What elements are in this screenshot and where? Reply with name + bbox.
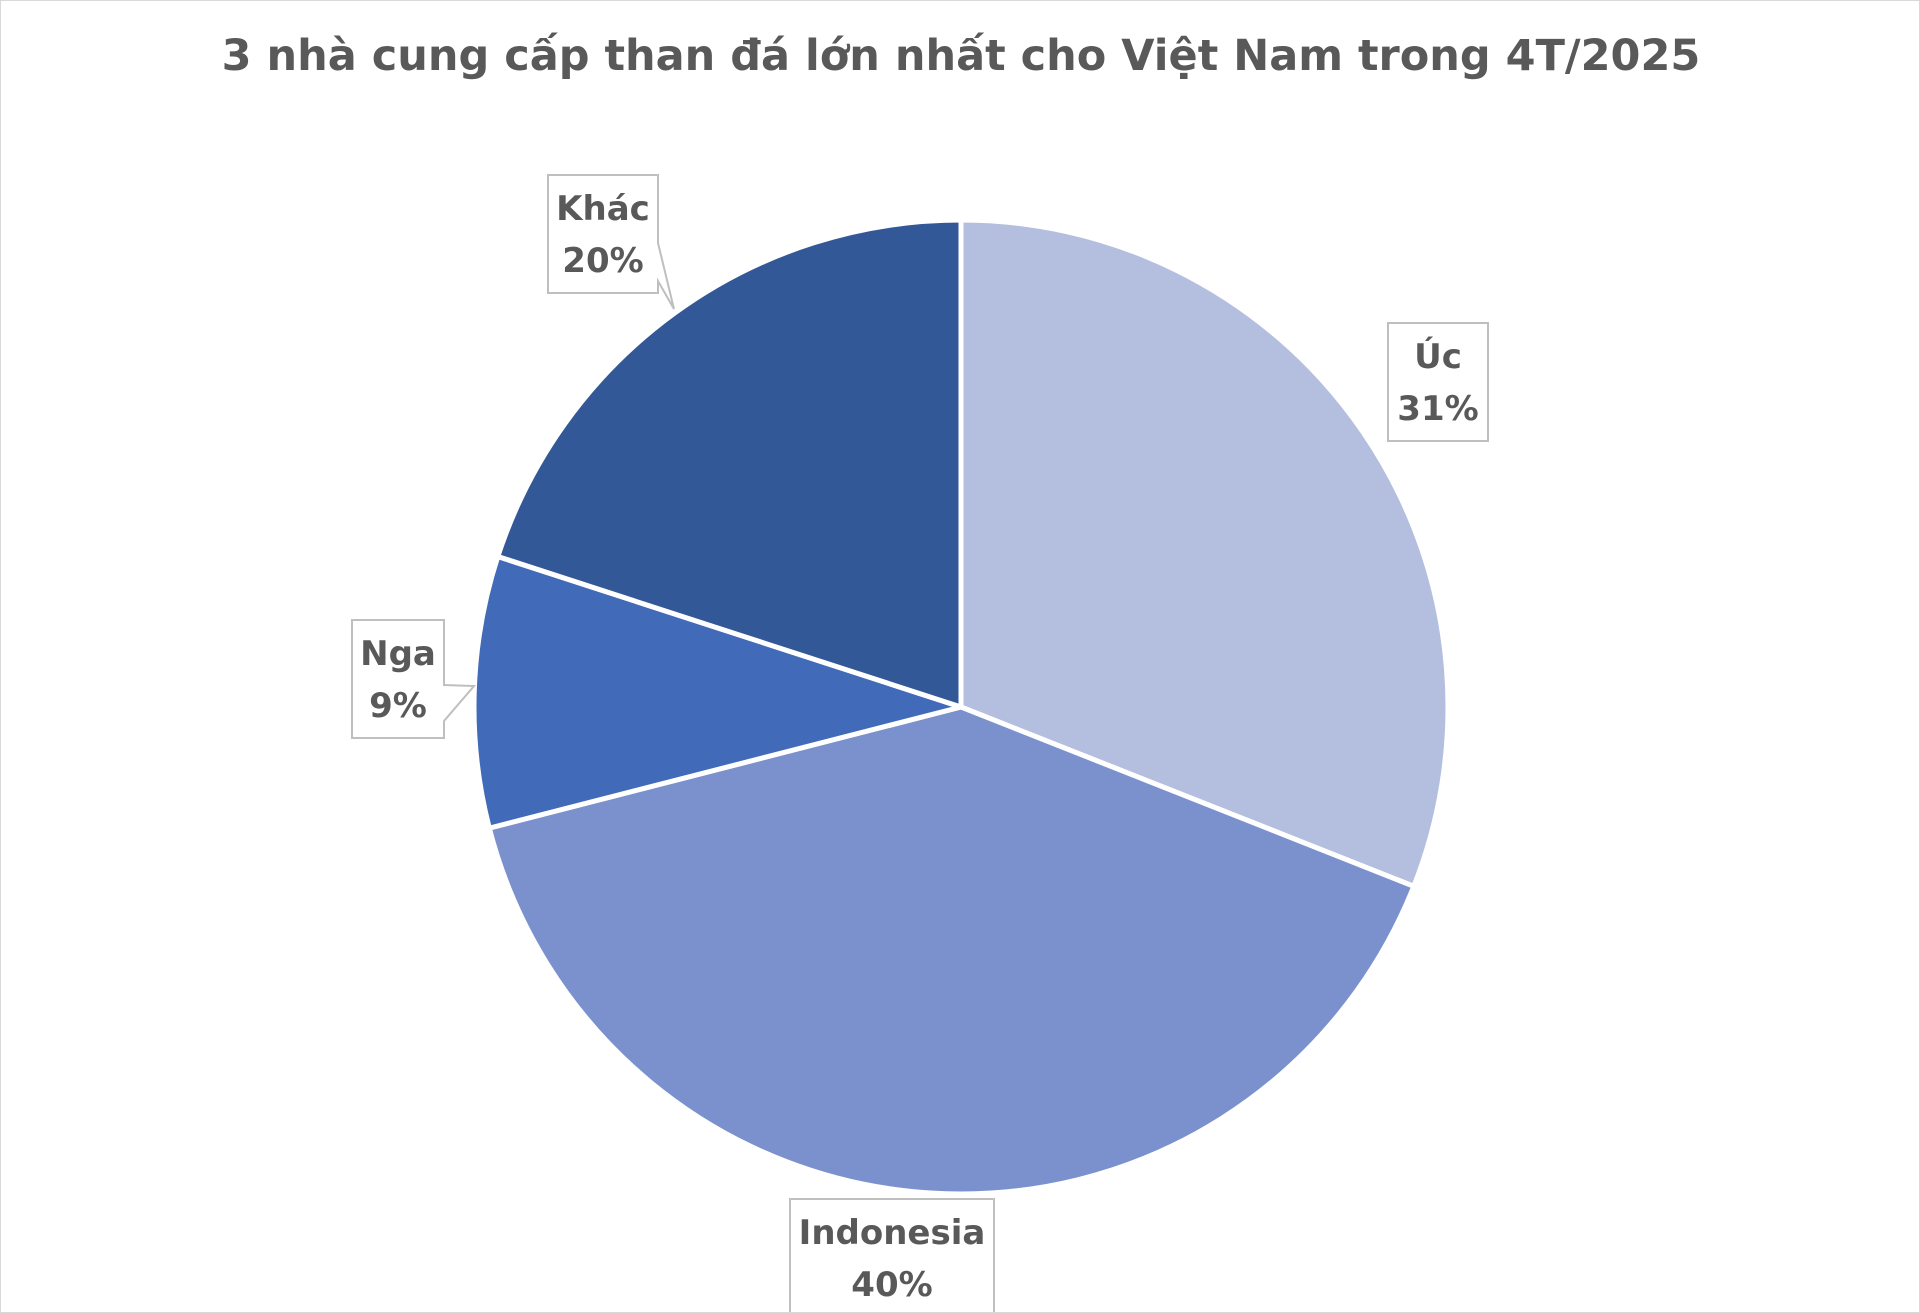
pie-slice-khac [495,217,964,710]
pie-data-labels: Úc 31% Indonesia 40% Nga 9% Khác 20% [351,174,1489,1312]
data-label-value: 31% [1397,389,1478,429]
data-label-box [547,174,675,310]
data-label-box [351,619,477,739]
data-label-category: Úc [1414,336,1462,377]
data-label-uc: Úc 31% [1387,322,1489,442]
data-label-category: Indonesia [799,1213,986,1253]
data-label-box [789,1198,995,1312]
data-label-value: 20% [562,241,643,281]
pie-slice-indonesia [486,704,1417,1197]
chart-title: 3 nhà cung cấp than đá lớn nhất cho Việt… [221,31,1701,81]
data-label-value: 40% [851,1265,932,1305]
data-label-indonesia: Indonesia 40% [789,1198,995,1312]
data-label-khac: Khác 20% [547,174,675,310]
data-label-category: Khác [556,189,650,229]
pie-slice-uc [958,217,1451,889]
data-label-value: 9% [369,686,427,726]
data-label-box [1387,322,1489,442]
data-label-category: Nga [360,634,436,674]
data-label-nga: Nga 9% [351,619,477,739]
pie-slice-nga [471,554,964,831]
pie-slices [471,217,1451,1197]
